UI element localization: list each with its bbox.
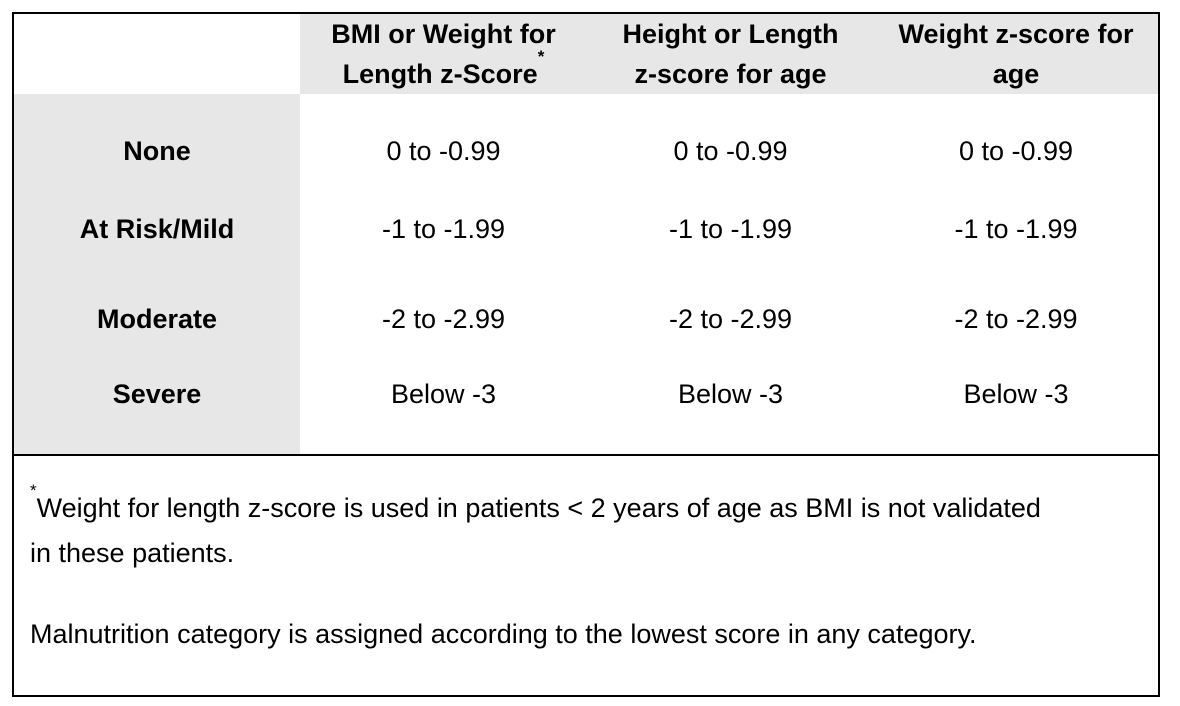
footnote-weight-for-length-text: Weight for length z-score is used in pat… — [30, 493, 1041, 568]
footnote-weight-for-length: *Weight for length z-score is used in pa… — [30, 482, 1068, 576]
cell-severe-bmi: Below -3 — [300, 364, 587, 454]
footnote-marker-icon: * — [537, 47, 545, 66]
row-label-at-risk-mild: At Risk/Mild — [14, 184, 300, 274]
column-header-weight-line2: age — [992, 59, 1040, 89]
cell-atrisk-weight: -1 to -1.99 — [874, 184, 1158, 274]
cell-none-weight: 0 to -0.99 — [874, 94, 1158, 184]
corner-cell — [14, 14, 300, 94]
malnutrition-zscore-table: BMI or Weight for Length z-Score* Height… — [12, 12, 1160, 697]
cell-severe-height: Below -3 — [587, 364, 874, 454]
cell-moderate-bmi: -2 to -2.99 — [300, 274, 587, 364]
column-header-weight-line1: Weight z-score for — [898, 19, 1134, 49]
column-header-weight: Weight z-score for age — [874, 14, 1158, 94]
cell-none-height: 0 to -0.99 — [587, 94, 874, 184]
column-header-bmi-line2: Length z-Score* — [342, 48, 545, 94]
cell-severe-weight: Below -3 — [874, 364, 1158, 454]
cell-atrisk-height: -1 to -1.99 — [587, 184, 874, 274]
column-header-height: Height or Length z-score for age — [587, 14, 874, 94]
row-label-moderate: Moderate — [14, 274, 300, 364]
footnote-malnutrition-category: Malnutrition category is assigned accord… — [30, 619, 977, 649]
column-header-bmi-line2-text: Length z-Score — [342, 59, 538, 89]
row-label-severe: Severe — [14, 364, 300, 454]
column-header-height-line1: Height or Length — [622, 19, 839, 49]
column-header-bmi: BMI or Weight for Length z-Score* — [300, 14, 587, 94]
footnote-marker-icon: * — [30, 481, 37, 500]
footnote-section: *Weight for length z-score is used in pa… — [14, 454, 1158, 695]
cell-moderate-weight: -2 to -2.99 — [874, 274, 1158, 364]
cell-none-bmi: 0 to -0.99 — [300, 94, 587, 184]
cell-atrisk-bmi: -1 to -1.99 — [300, 184, 587, 274]
column-header-height-line2: z-score for age — [634, 59, 827, 89]
zscore-grid: BMI or Weight for Length z-Score* Height… — [14, 14, 1158, 454]
column-header-bmi-line1: BMI or Weight for — [331, 19, 556, 49]
cell-moderate-height: -2 to -2.99 — [587, 274, 874, 364]
row-label-none: None — [14, 94, 300, 184]
